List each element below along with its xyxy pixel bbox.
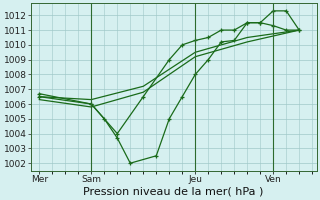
X-axis label: Pression niveau de la mer( hPa ): Pression niveau de la mer( hPa ) — [84, 187, 264, 197]
